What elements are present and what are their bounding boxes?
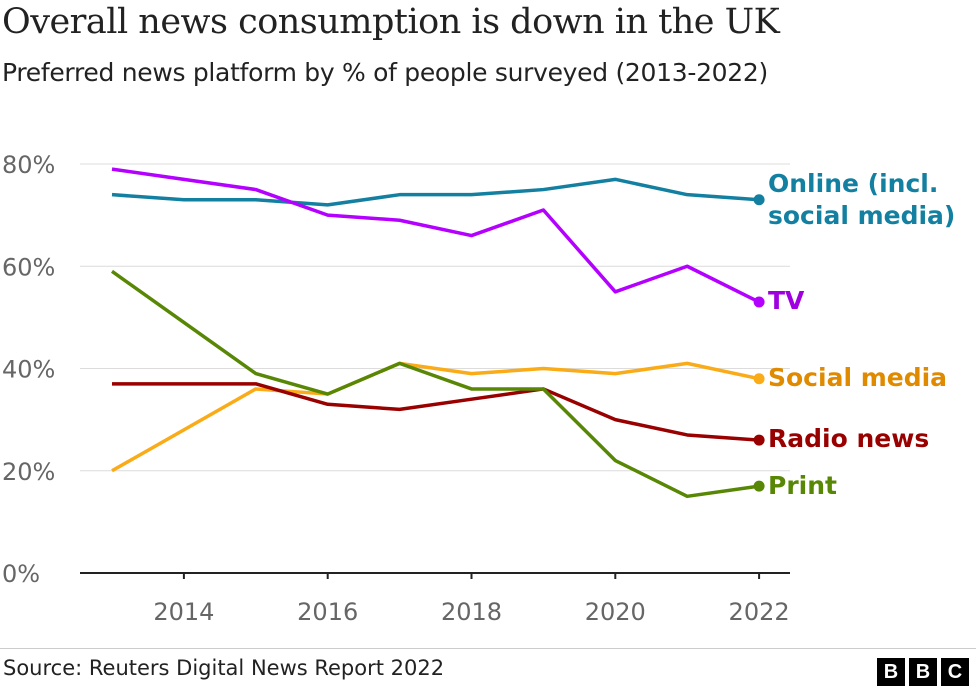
x-tick-label: 2018 bbox=[441, 598, 502, 626]
series-end-point bbox=[753, 296, 765, 308]
series-label: Radio news bbox=[768, 424, 929, 453]
series-line bbox=[112, 382, 760, 442]
series-line bbox=[111, 167, 760, 304]
series-line bbox=[111, 177, 760, 207]
series-line bbox=[110, 269, 760, 499]
series-end-point bbox=[753, 194, 765, 206]
x-tick-label: 2020 bbox=[585, 598, 646, 626]
line-chart: 0% 20% 40% 60% 80% 2014 2016 2018 2020 2022 Online… bbox=[2, 151, 955, 626]
series-label: Print bbox=[768, 471, 837, 500]
y-tick-label: 40% bbox=[2, 356, 55, 384]
source-note: Source: Reuters Digital News Report 2022 bbox=[3, 656, 445, 680]
series-label: social media) bbox=[768, 201, 955, 230]
series-end-point bbox=[753, 480, 765, 492]
x-tick-label: 2016 bbox=[297, 598, 358, 626]
y-tick-label: 20% bbox=[2, 458, 55, 486]
series-label: Online (incl. bbox=[768, 169, 938, 198]
series-label: TV bbox=[768, 286, 805, 315]
chart-title: Overall news consumption is down in the … bbox=[2, 2, 780, 42]
x-tick-label: 2014 bbox=[153, 598, 214, 626]
series-end-point bbox=[753, 373, 765, 385]
series-label: Social media bbox=[768, 363, 947, 392]
bbc-logo: B B C bbox=[877, 658, 969, 686]
logo-letter: C bbox=[941, 658, 969, 686]
chart-subtitle: Preferred news platform by % of people s… bbox=[2, 58, 768, 87]
y-tick-label: 0% bbox=[2, 560, 40, 588]
y-tick-label: 80% bbox=[2, 151, 55, 179]
series-end-point bbox=[753, 434, 765, 446]
footer-divider bbox=[0, 648, 976, 649]
logo-letter: B bbox=[909, 658, 937, 686]
y-tick-label: 60% bbox=[2, 253, 55, 281]
logo-letter: B bbox=[877, 658, 905, 686]
series-line bbox=[111, 361, 760, 473]
x-tick-label: 2022 bbox=[729, 598, 790, 626]
